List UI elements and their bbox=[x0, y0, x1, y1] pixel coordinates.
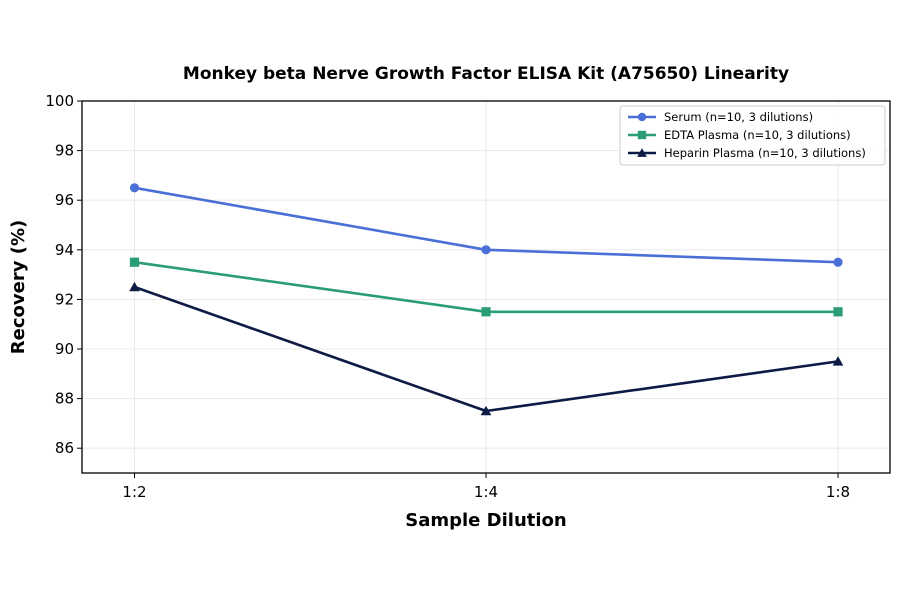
y-tick-label: 96 bbox=[55, 191, 74, 209]
legend: Serum (n=10, 3 dilutions) EDTA Plasma (n=… bbox=[619, 105, 886, 166]
y-tick-label: 88 bbox=[55, 390, 74, 408]
y-tick-label: 94 bbox=[55, 241, 74, 259]
data-point bbox=[481, 245, 491, 255]
y-tick-label: 86 bbox=[55, 439, 74, 457]
x-axis-label: Sample Dilution bbox=[405, 510, 566, 531]
legend-label: Heparin Plasma (n=10, 3 dilutions) bbox=[664, 146, 866, 160]
legend-marker bbox=[637, 148, 647, 157]
data-point bbox=[832, 356, 844, 366]
data-point bbox=[480, 405, 492, 416]
data-point bbox=[833, 307, 843, 317]
x-tick-label: 1:2 bbox=[122, 483, 146, 501]
legend-label: Serum (n=10, 3 dilutions) bbox=[664, 110, 813, 124]
legend-item: EDTA Plasma (n=10, 3 dilutions) bbox=[628, 128, 851, 142]
legend-item: Heparin Plasma (n=10, 3 dilutions) bbox=[628, 146, 866, 160]
series-1 bbox=[129, 183, 843, 267]
data-point bbox=[129, 281, 140, 292]
data-point bbox=[481, 307, 491, 317]
legend-label: EDTA Plasma (n=10, 3 dilutions) bbox=[664, 128, 851, 142]
data-point bbox=[833, 257, 843, 267]
data-point bbox=[129, 183, 140, 193]
y-tick-label: 90 bbox=[55, 340, 74, 358]
legend-box bbox=[619, 105, 886, 166]
chart-title: Monkey beta Nerve Growth Factor ELISA Ki… bbox=[183, 64, 789, 84]
tick-layer: 1:2 1:4 1:8 86 88 90 92 94 96 98 100 bbox=[45, 92, 850, 501]
legend-marker bbox=[637, 130, 647, 140]
y-axis-label: Recovery (%) bbox=[8, 220, 29, 354]
series-3 bbox=[129, 281, 844, 416]
legend-item: Serum (n=10, 3 dilutions) bbox=[628, 110, 813, 124]
series-layer bbox=[129, 183, 844, 416]
x-tick-label: 1:4 bbox=[474, 483, 498, 501]
data-point bbox=[129, 257, 140, 267]
legend-marker bbox=[637, 112, 647, 122]
series-2 bbox=[129, 257, 843, 317]
y-tick-label: 92 bbox=[55, 290, 74, 308]
y-tick-label: 100 bbox=[45, 92, 74, 110]
y-tick-label: 98 bbox=[55, 142, 74, 160]
x-tick-label: 1:8 bbox=[826, 483, 850, 501]
